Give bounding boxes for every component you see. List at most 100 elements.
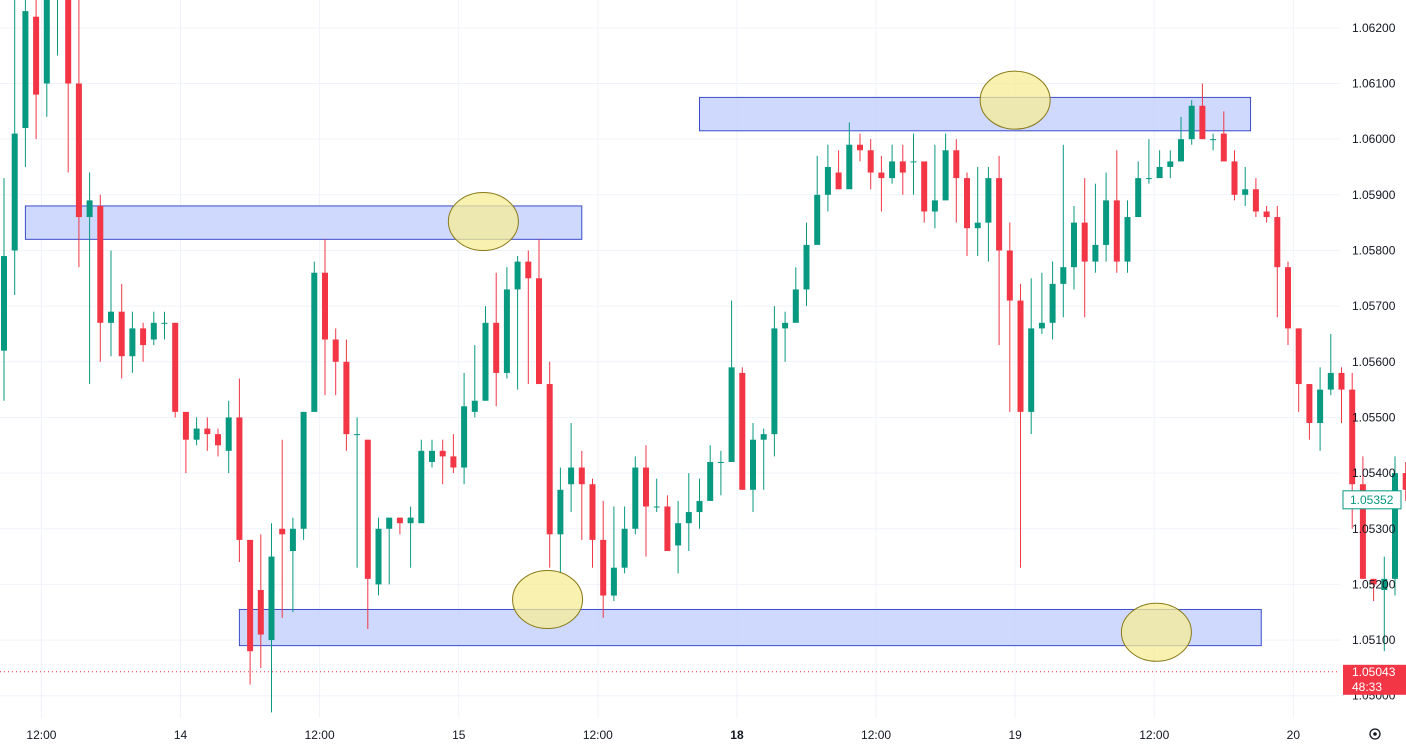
candle-body — [846, 144, 853, 190]
candle-body — [33, 16, 40, 95]
candle — [889, 144, 896, 184]
candle — [311, 261, 318, 412]
candle-body — [1081, 222, 1088, 262]
candle-body — [1252, 189, 1259, 212]
candle — [182, 411, 189, 474]
candle-body — [129, 328, 136, 357]
candle — [97, 194, 104, 362]
candle-body — [386, 517, 393, 529]
candle — [1081, 178, 1088, 318]
candle-body — [621, 528, 628, 568]
highlight-ellipse[interactable] — [1120, 602, 1192, 662]
candle — [750, 423, 756, 513]
time-axis[interactable]: 12:001412:001512:001812:001912:002012:00… — [26, 728, 1406, 742]
candle — [204, 417, 211, 451]
time-tick-label: 19 — [1008, 728, 1022, 742]
candle — [985, 166, 992, 262]
grid — [0, 0, 1340, 718]
price-tick-label: 1.06100 — [1352, 76, 1396, 90]
candle-body — [407, 517, 414, 524]
candle — [717, 450, 724, 496]
candle-body — [675, 523, 682, 546]
highlight-ellipse[interactable] — [979, 70, 1051, 130]
price-tick-label: 1.05400 — [1352, 466, 1396, 480]
candle — [1327, 333, 1334, 396]
candle-body — [664, 506, 671, 552]
candle — [1178, 116, 1184, 162]
time-tick-label: 12:00 — [861, 728, 891, 742]
candle-body — [953, 150, 960, 179]
candle-body — [1017, 300, 1024, 412]
candle-body — [396, 517, 403, 524]
candle-body — [792, 289, 799, 323]
candle — [1113, 150, 1120, 273]
candle — [429, 439, 435, 468]
candle-body — [643, 467, 649, 507]
candle — [11, 0, 18, 295]
price-axis[interactable]: 1.06200 1.06100 1.06000 1.05900 1.05800 1.057… — [1342, 21, 1406, 703]
candle-body — [1349, 389, 1356, 485]
candle — [1359, 456, 1366, 579]
price-tick-label: 1.05100 — [1352, 633, 1396, 647]
candle-body — [503, 289, 510, 373]
price-tick-label: 1.05200 — [1352, 577, 1396, 591]
candle — [1071, 205, 1077, 290]
candle-body — [1, 256, 7, 351]
candle — [161, 311, 168, 340]
zone-rect[interactable] — [699, 96, 1252, 132]
candle — [1135, 161, 1142, 218]
candle-body — [1220, 133, 1227, 162]
candle — [1006, 222, 1013, 412]
candle-body — [1049, 283, 1056, 323]
candle — [600, 500, 607, 618]
highlight-ellipse[interactable] — [447, 192, 519, 252]
settings-icon[interactable] — [1369, 728, 1381, 740]
candle-body — [97, 205, 104, 323]
candle — [396, 517, 403, 535]
candle-body — [814, 194, 821, 245]
candle-body — [1028, 328, 1035, 412]
current-price-label: 1.05352 — [1350, 493, 1394, 507]
candle — [974, 166, 981, 257]
candle-body — [1006, 250, 1013, 301]
highlight-ellipse[interactable] — [512, 569, 584, 629]
candle — [685, 473, 692, 552]
candle — [493, 272, 500, 407]
candle — [1156, 150, 1163, 179]
candle — [760, 428, 767, 490]
candle — [846, 122, 853, 190]
candle-body — [11, 133, 18, 251]
current-price-badge — [1342, 490, 1402, 510]
candle-body — [172, 322, 179, 412]
candle-body — [1113, 200, 1120, 262]
candle-body — [525, 261, 532, 279]
candle-body — [899, 161, 906, 173]
candle — [707, 445, 714, 501]
candle — [364, 439, 371, 629]
candle — [514, 256, 521, 390]
candle-body — [182, 411, 189, 440]
candle-body — [568, 467, 575, 485]
candle-body — [1306, 384, 1313, 424]
candle-body — [632, 467, 639, 529]
candle — [1017, 283, 1024, 568]
reference-price-badge — [1343, 664, 1406, 695]
candle — [921, 161, 928, 223]
candle-body — [65, 0, 72, 84]
candle — [140, 322, 147, 362]
time-tick-label: 20 — [1287, 728, 1301, 742]
candle-body — [514, 261, 521, 290]
candle — [589, 478, 596, 568]
zone-rect[interactable] — [238, 608, 1262, 647]
candle-body — [824, 166, 831, 195]
candle-body — [696, 500, 703, 513]
candle-body — [931, 200, 938, 212]
candle-body — [375, 528, 382, 585]
candle-body — [717, 461, 724, 463]
price-tick-label: 1.05500 — [1352, 410, 1396, 424]
candle-body — [1402, 473, 1406, 490]
candle-body — [1167, 161, 1174, 167]
candle — [225, 400, 232, 474]
candle — [86, 172, 93, 385]
